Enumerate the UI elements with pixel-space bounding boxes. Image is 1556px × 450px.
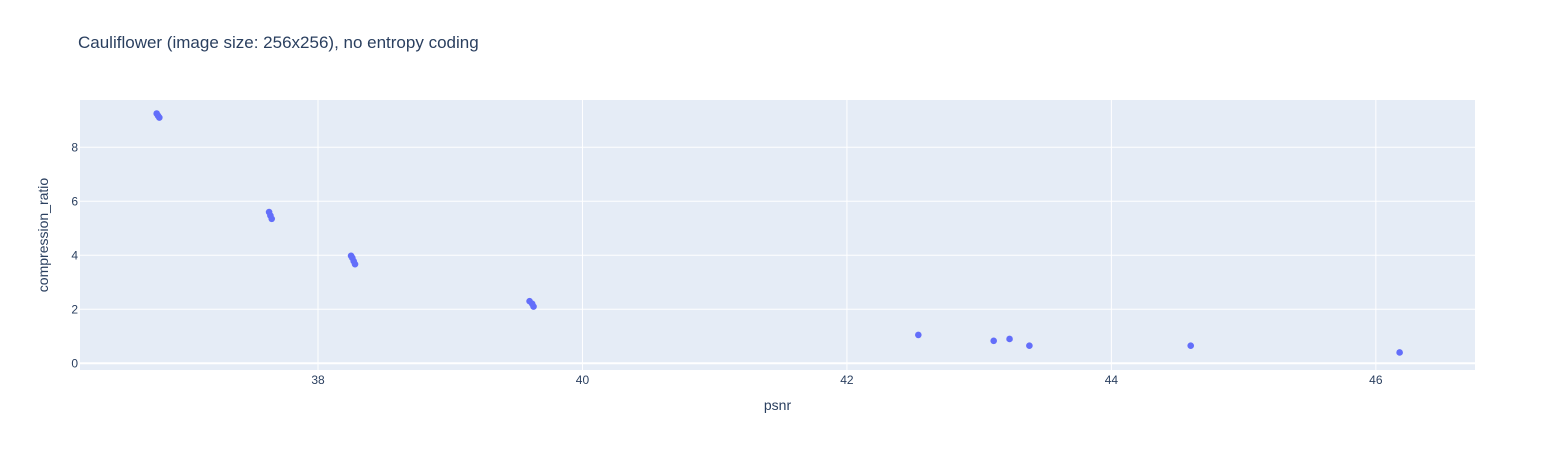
data-point[interactable] [156, 114, 163, 121]
data-points [153, 110, 1403, 356]
y-tick-label: 2 [71, 302, 78, 316]
data-point[interactable] [530, 303, 537, 310]
x-tick-label: 46 [1369, 373, 1383, 387]
x-tick-label: 42 [840, 373, 854, 387]
data-point[interactable] [915, 331, 922, 339]
y-tick-label: 0 [71, 356, 78, 370]
data-point[interactable] [351, 260, 359, 268]
x-tick-label: 44 [1105, 373, 1119, 387]
x-tick-label: 38 [311, 373, 325, 387]
y-tick-label: 6 [71, 194, 78, 208]
y-axis-title: compression_ratio [35, 178, 51, 293]
data-point[interactable] [1187, 342, 1195, 350]
data-point[interactable] [1396, 349, 1403, 356]
x-axis-title: psnr [764, 397, 792, 413]
data-point[interactable] [990, 337, 997, 345]
x-tick-label: 40 [576, 373, 590, 387]
plot-background [80, 100, 1475, 370]
y-axis-ticks: 0 2 4 6 8 [71, 140, 78, 370]
y-tick-label: 4 [71, 248, 78, 262]
grid-lines [80, 100, 1475, 370]
chart-title: Cauliflower (image size: 256x256), no en… [78, 33, 479, 52]
data-point[interactable] [1006, 335, 1013, 343]
x-axis-ticks: 38 40 42 44 46 [311, 373, 1382, 387]
y-tick-label: 8 [71, 140, 78, 154]
data-point[interactable] [1026, 342, 1033, 350]
data-point[interactable] [268, 215, 276, 223]
